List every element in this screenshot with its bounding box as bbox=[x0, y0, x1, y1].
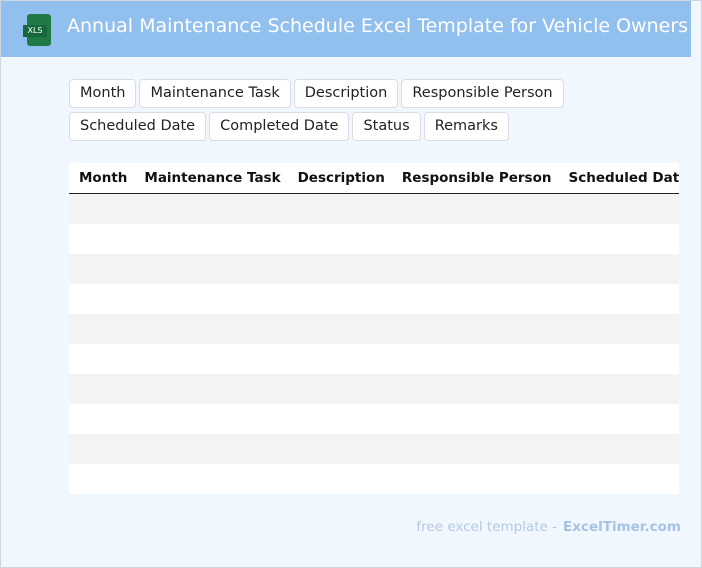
tag-chip[interactable]: Remarks bbox=[423, 112, 509, 141]
tag-chip[interactable]: Maintenance Task bbox=[139, 79, 291, 108]
table-row bbox=[69, 284, 679, 314]
column-header: Responsible Person bbox=[401, 170, 552, 186]
tag-chip[interactable]: Description bbox=[293, 79, 399, 108]
header-bar: XLS Annual Maintenance Schedule Excel Te… bbox=[1, 1, 691, 57]
file-icon: XLS bbox=[23, 14, 51, 46]
tag-list: Month Maintenance Task Description Responsi… bbox=[69, 79, 679, 141]
table-body bbox=[69, 194, 679, 494]
table-row bbox=[69, 344, 679, 374]
table-row bbox=[69, 404, 679, 434]
tag-chip[interactable]: Month bbox=[69, 79, 137, 108]
column-header: Scheduled Date bbox=[568, 170, 679, 186]
column-header: Description bbox=[297, 170, 385, 186]
preview-table: Month Maintenance Task Description Responsi… bbox=[69, 163, 679, 494]
column-header: Maintenance Task bbox=[144, 170, 281, 186]
icon-label: XLS bbox=[23, 25, 47, 37]
table-row bbox=[69, 224, 679, 254]
tag-chip[interactable]: Status bbox=[352, 112, 421, 141]
table-row bbox=[69, 314, 679, 344]
page-title: Annual Maintenance Schedule Excel Templa… bbox=[67, 15, 689, 37]
footer: free excel template - ExcelTimer.com bbox=[416, 519, 681, 535]
footer-link[interactable]: ExcelTimer.com bbox=[563, 519, 681, 535]
table-row bbox=[69, 464, 679, 494]
table-row bbox=[69, 374, 679, 404]
table-row bbox=[69, 434, 679, 464]
footer-text: free excel template - bbox=[416, 519, 558, 535]
tag-chip[interactable]: Responsible Person bbox=[401, 79, 564, 108]
tag-chip[interactable]: Completed Date bbox=[209, 112, 350, 141]
table-header: Month Maintenance Task Description Responsi… bbox=[69, 163, 679, 194]
column-header: Month bbox=[79, 170, 128, 186]
table-row bbox=[69, 194, 679, 224]
table-row bbox=[69, 254, 679, 284]
tag-chip[interactable]: Scheduled Date bbox=[69, 112, 207, 141]
